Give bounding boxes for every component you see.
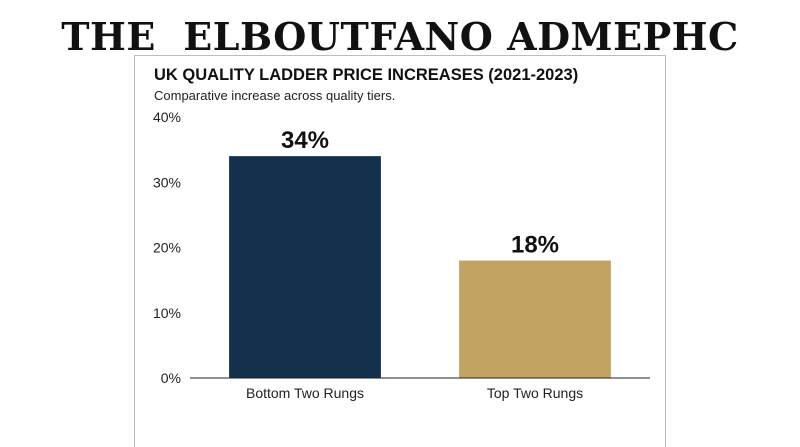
x-tick-label: Bottom Two Rungs (246, 385, 364, 401)
data-label: 34% (281, 127, 329, 154)
chart-subtitle: Comparative increase across quality tier… (154, 88, 396, 103)
data-label: 18% (511, 232, 559, 259)
bar-1 (229, 156, 381, 378)
bar-2 (459, 260, 611, 378)
x-tick-label: Top Two Rungs (487, 385, 583, 401)
y-axis: 0% 10% 20% 30% 40% (153, 109, 181, 386)
y-tick-label: 10% (153, 305, 181, 321)
y-tick-label: 20% (153, 240, 181, 256)
chart-frame (134, 55, 666, 447)
y-tick-label: 0% (161, 370, 181, 386)
masthead: THE ELBOUTFANO ADMEPHC (61, 14, 739, 59)
chart-title: UK QUALITY LADDER PRICE INCREASES (2021-… (154, 66, 579, 84)
data-labels: 34% 18% (281, 127, 559, 258)
bars (229, 156, 611, 378)
x-axis: Bottom Two Rungs Top Two Rungs (246, 385, 583, 401)
y-tick-label: 40% (153, 109, 181, 125)
y-tick-label: 30% (153, 174, 181, 190)
